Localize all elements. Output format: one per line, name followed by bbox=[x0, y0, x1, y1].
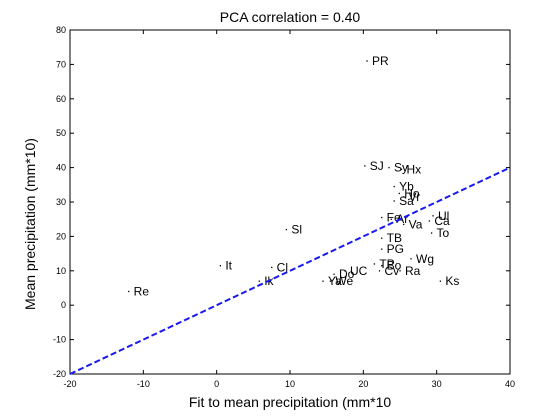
y-tick-label: -20 bbox=[53, 369, 66, 379]
data-point bbox=[381, 265, 383, 267]
y-tick-label: 10 bbox=[56, 266, 66, 276]
x-tick-label: -10 bbox=[137, 379, 150, 389]
x-tick-label: 10 bbox=[285, 379, 295, 389]
data-point bbox=[393, 200, 395, 202]
point-label: Sl bbox=[291, 223, 302, 237]
x-tick-label: 30 bbox=[432, 379, 442, 389]
data-point bbox=[322, 280, 324, 282]
data-point bbox=[439, 280, 442, 282]
data-points: PRSJSyHxYbVrHoSaReItClIkSlDoUCYaWeTBPGTP… bbox=[128, 54, 459, 298]
x-tick-label: -20 bbox=[63, 379, 76, 389]
y-axis-label: Mean precipitation (mm*10) bbox=[22, 138, 38, 310]
point-label: Va bbox=[409, 217, 423, 231]
data-point bbox=[390, 218, 392, 220]
point-label: Yb bbox=[399, 180, 414, 194]
y-tick-label: 50 bbox=[56, 128, 66, 138]
point-label: Ks bbox=[445, 274, 459, 288]
point-label: Bo bbox=[387, 259, 402, 273]
point-label: Sa bbox=[399, 194, 414, 208]
y-tick-label: -10 bbox=[53, 335, 66, 345]
point-label: TP bbox=[379, 257, 394, 271]
point-label: Do bbox=[339, 267, 355, 281]
data-point bbox=[373, 263, 376, 265]
data-point bbox=[393, 185, 395, 188]
point-label: Hx bbox=[406, 162, 421, 176]
y-tick-label: 30 bbox=[56, 197, 66, 207]
data-point bbox=[400, 168, 403, 171]
data-point bbox=[432, 215, 434, 217]
point-label: Ca bbox=[434, 214, 450, 228]
data-point bbox=[271, 266, 273, 269]
data-point bbox=[344, 270, 346, 272]
y-tick-label: 80 bbox=[56, 25, 66, 35]
plot-area bbox=[69, 29, 511, 375]
point-label: Ho bbox=[404, 186, 420, 200]
point-label: PG bbox=[387, 242, 404, 256]
point-label: Wg bbox=[416, 252, 434, 266]
data-point bbox=[403, 196, 405, 198]
y-tick-label: 70 bbox=[56, 59, 66, 69]
data-point bbox=[381, 237, 383, 239]
data-point bbox=[403, 223, 405, 226]
data-point bbox=[128, 290, 130, 293]
point-label: Ul bbox=[438, 209, 449, 223]
chart-title: PCA correlation = 0.40 bbox=[219, 9, 361, 25]
data-point bbox=[410, 258, 412, 260]
point-label: Ya bbox=[328, 274, 342, 288]
point-label: Vr bbox=[409, 190, 421, 204]
data-point bbox=[378, 270, 381, 272]
y-tick-label: 60 bbox=[56, 94, 66, 104]
point-label: SJ bbox=[370, 159, 384, 173]
data-point bbox=[258, 280, 260, 282]
data-point bbox=[366, 60, 368, 62]
point-label: PR bbox=[372, 54, 389, 68]
data-point bbox=[430, 232, 433, 234]
point-label: We bbox=[335, 274, 353, 288]
y-tick-label: 40 bbox=[56, 163, 66, 173]
point-label: Ra bbox=[405, 264, 421, 278]
y-tick-label: 0 bbox=[61, 300, 66, 310]
y-tick-label: 20 bbox=[56, 231, 66, 241]
data-point bbox=[329, 280, 332, 282]
point-label: Re bbox=[134, 284, 150, 298]
x-tick-label: 40 bbox=[505, 379, 515, 389]
x-tick-label: 20 bbox=[358, 379, 368, 389]
data-point bbox=[398, 192, 400, 195]
data-point bbox=[219, 265, 222, 267]
point-label: TB bbox=[387, 231, 402, 245]
fit-line bbox=[69, 166, 511, 375]
x-axis-label: Fit to mean precipitation (mm*10 bbox=[188, 394, 392, 410]
data-point bbox=[399, 270, 401, 272]
point-label: UC bbox=[350, 264, 368, 278]
data-point bbox=[364, 165, 366, 167]
axis-ticks: -20 -10 0 10 20 30 40 -20 -10 0 10 20 30 40 50 60 70 80 bbox=[53, 25, 515, 389]
data-point bbox=[333, 273, 335, 275]
point-label: Cv bbox=[384, 264, 399, 278]
point-label: Sy bbox=[394, 161, 408, 175]
data-point bbox=[388, 167, 390, 169]
data-point bbox=[381, 216, 383, 219]
data-point bbox=[428, 220, 431, 222]
point-label: To bbox=[437, 226, 450, 240]
point-label: It bbox=[225, 259, 232, 273]
data-point bbox=[381, 248, 383, 250]
data-point bbox=[285, 228, 288, 231]
x-tick-label: 0 bbox=[214, 379, 219, 389]
point-label: Cl bbox=[277, 260, 288, 274]
